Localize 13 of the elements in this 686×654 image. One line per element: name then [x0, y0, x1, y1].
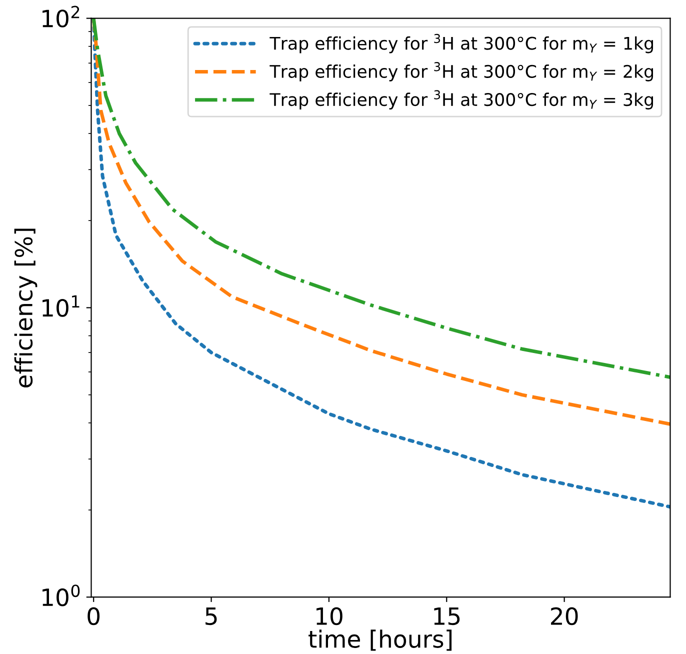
- x-tick-label: 20: [551, 607, 578, 626]
- legend-label: Trap efficiency for $^{3}$H at 300°C for m$_{Y}$ = 2kg: [270, 62, 653, 82]
- x-tick-label: 10: [316, 607, 342, 626]
- x-tick-label: 5: [206, 608, 217, 626]
- y-tick-label: 10$^{2}$: [42, 6, 80, 28]
- x-tick-label: 15: [434, 608, 460, 626]
- x-axis-title: time [hours]: [308, 630, 452, 651]
- y-tick-label: 10$^{0}$: [42, 584, 80, 606]
- y-tick-label: 10$^{1}$: [42, 295, 80, 317]
- y-axis-title: efficiency [%]: [14, 228, 38, 388]
- legend-label: Trap efficiency for $^{3}$H at 300°C for m$_{Y}$ = 3kg: [270, 90, 653, 110]
- x-tick-label: 0: [88, 607, 100, 626]
- legend-label: Trap efficiency for $^{3}$H at 300°C for m$_{Y}$ = 1kg: [270, 34, 653, 54]
